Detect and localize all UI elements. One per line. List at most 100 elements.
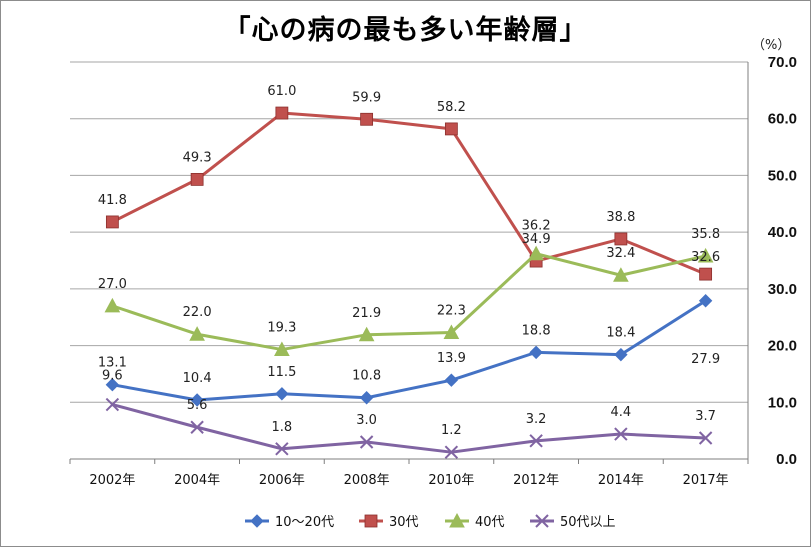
x-tick-label: 2008年 bbox=[344, 473, 390, 488]
unit-label: （%） bbox=[752, 38, 791, 53]
data-label: 36.2 bbox=[522, 219, 551, 234]
marker-stroke bbox=[190, 420, 204, 434]
legend: 10～20代 30代 40代 50代以上 bbox=[245, 512, 616, 530]
data-point bbox=[614, 232, 628, 246]
x-tick-label: 2006年 bbox=[259, 473, 305, 488]
legend-label: 30代 bbox=[389, 515, 419, 530]
data-point bbox=[359, 391, 374, 405]
data-label: 3.7 bbox=[695, 409, 716, 424]
data-point bbox=[360, 112, 374, 126]
data-label: 22.3 bbox=[437, 304, 466, 319]
legend-marker bbox=[449, 512, 465, 528]
x-tick-label: 2004年 bbox=[174, 473, 220, 488]
data-point bbox=[358, 326, 375, 342]
marker-stroke bbox=[105, 397, 120, 412]
data-label: 34.9 bbox=[522, 232, 551, 247]
marker-stroke bbox=[535, 514, 549, 528]
data-point bbox=[444, 122, 458, 136]
data-label: 27.0 bbox=[98, 277, 127, 292]
y-tick-label: 40.0 bbox=[768, 224, 797, 241]
data-point bbox=[275, 106, 289, 120]
series-line bbox=[111, 403, 706, 454]
data-point bbox=[444, 445, 459, 459]
series-line bbox=[112, 299, 707, 402]
data-label: 35.8 bbox=[691, 227, 720, 242]
data-label: 22.0 bbox=[183, 305, 212, 320]
y-tick-label: 0.0 bbox=[776, 451, 797, 468]
data-label: 10.4 bbox=[183, 371, 212, 386]
data-point bbox=[190, 393, 204, 407]
data-label: 58.2 bbox=[437, 100, 466, 115]
data-label: 61.0 bbox=[267, 84, 296, 99]
data-point bbox=[105, 397, 120, 412]
x-tick-label: 2012年 bbox=[513, 473, 559, 488]
data-point bbox=[275, 442, 289, 456]
data-point bbox=[190, 420, 204, 434]
series-line bbox=[111, 111, 707, 276]
data-label: 32.4 bbox=[606, 246, 635, 261]
data-label: 13.9 bbox=[437, 351, 466, 366]
data-label: 49.3 bbox=[183, 150, 212, 165]
data-point bbox=[613, 267, 629, 282]
legend-label: 10～20代 bbox=[275, 515, 334, 530]
data-point bbox=[105, 377, 120, 392]
data-label: 4.4 bbox=[611, 405, 632, 420]
data-label: 3.0 bbox=[356, 413, 377, 428]
x-tick-label: 2010年 bbox=[428, 473, 474, 488]
data-label: 18.4 bbox=[606, 326, 635, 341]
data-point bbox=[528, 245, 544, 261]
data-label: 11.5 bbox=[267, 365, 296, 380]
y-tick-label: 70.0 bbox=[768, 54, 797, 71]
data-point bbox=[444, 373, 459, 387]
legend-label: 40代 bbox=[475, 515, 505, 530]
data-label: 59.9 bbox=[352, 90, 381, 105]
data-label: 1.8 bbox=[272, 420, 293, 435]
chart-title: 「心の病の最も多い年齢層」 bbox=[223, 15, 588, 46]
data-label: 19.3 bbox=[267, 321, 296, 336]
y-tick-label: 50.0 bbox=[768, 167, 797, 184]
series-line bbox=[111, 252, 706, 352]
marker-stroke bbox=[359, 435, 374, 449]
data-point bbox=[359, 435, 374, 449]
axes: 0.0 10.0 20.0 30.0 40.0 50.0 60.0 70.0 2002年 2004… bbox=[69, 54, 797, 488]
legend-marker bbox=[250, 514, 264, 528]
data-point bbox=[614, 427, 628, 441]
marker-stroke bbox=[529, 434, 543, 448]
data-point bbox=[699, 267, 713, 281]
data-point bbox=[697, 247, 714, 263]
y-tick-label: 60.0 bbox=[768, 111, 797, 128]
x-tick-label: 2002年 bbox=[89, 473, 135, 488]
data-point bbox=[443, 324, 460, 340]
data-point bbox=[274, 341, 290, 357]
data-label: 18.8 bbox=[522, 323, 551, 338]
data-label: 3.2 bbox=[526, 412, 547, 427]
series-lines bbox=[104, 106, 714, 459]
data-label: 41.8 bbox=[98, 193, 127, 208]
data-point bbox=[189, 326, 205, 341]
data-label: 13.1 bbox=[98, 356, 127, 371]
data-label: 27.9 bbox=[691, 352, 720, 367]
data-label: 32.6 bbox=[691, 250, 720, 265]
data-point bbox=[698, 294, 713, 308]
y-tick-label: 30.0 bbox=[768, 281, 797, 298]
data-point bbox=[104, 297, 121, 313]
data-point bbox=[105, 215, 119, 229]
data-label: 5.6 bbox=[187, 398, 208, 413]
marker-stroke bbox=[275, 442, 289, 456]
data-label: 38.8 bbox=[606, 210, 635, 225]
x-tick-label: 2014年 bbox=[598, 473, 644, 488]
marker-stroke bbox=[614, 427, 628, 441]
data-point bbox=[190, 172, 204, 186]
legend-label: 50代以上 bbox=[560, 515, 616, 530]
y-tick-label: 20.0 bbox=[768, 338, 797, 355]
gridlines bbox=[70, 61, 748, 460]
data-label: 10.8 bbox=[352, 369, 381, 384]
legend-marker bbox=[535, 514, 549, 528]
marker-stroke bbox=[444, 445, 459, 459]
data-point bbox=[614, 347, 628, 362]
data-label: 9.6 bbox=[102, 369, 123, 384]
data-point bbox=[529, 434, 543, 448]
marker-stroke bbox=[698, 431, 713, 445]
